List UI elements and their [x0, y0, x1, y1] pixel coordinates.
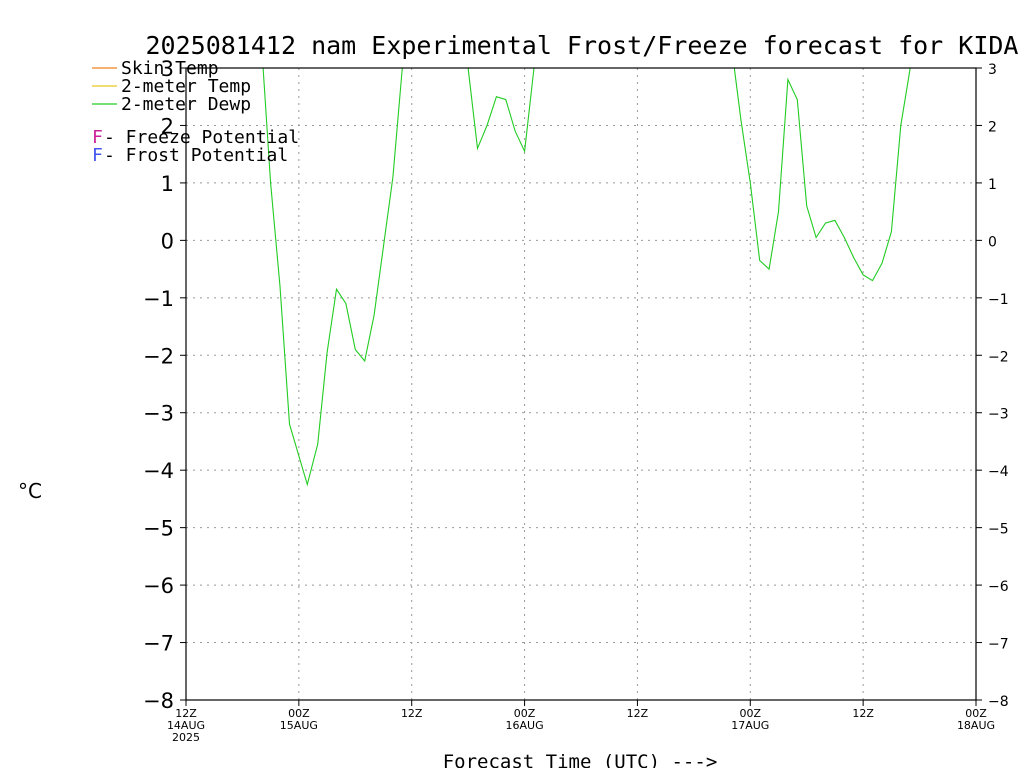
- y-tick-label-right: −7: [988, 637, 1009, 653]
- y-axis-left: 3 2 1 0 −1 −2 −3 −4 −5 −6 −7 −8: [143, 57, 186, 713]
- x-tick-label: 15AUG: [280, 719, 318, 732]
- x-tick-label: 12Z: [401, 707, 423, 720]
- series-lines: [262, 67, 911, 487]
- y-tick-label: −8: [143, 689, 174, 713]
- y-tick-label-right: −8: [988, 694, 1009, 710]
- y-tick-label: 3: [161, 57, 174, 81]
- series-line-dewpoint: [467, 67, 535, 154]
- series-line-dewpoint: [733, 67, 911, 282]
- legend-label: 2-meter Temp: [121, 76, 251, 97]
- gridlines: [186, 68, 976, 700]
- legend-potential-letter: F: [92, 145, 103, 166]
- y-tick-label: −7: [143, 632, 174, 656]
- x-tick-label: 00Z: [965, 707, 987, 720]
- legend-potential-label: - Freeze Potential: [104, 127, 299, 148]
- y-tick-label-right: 1: [988, 177, 997, 193]
- x-tick-label: 00Z: [740, 707, 762, 720]
- legend-label: 2-meter Dewp: [121, 94, 251, 115]
- series-line-dewpoint: [262, 67, 403, 487]
- y-axis-right: 3 2 1 0 −1 −2 −3 −4 −5 −6 −7 −8: [976, 62, 1009, 710]
- y-tick-label-right: −6: [988, 579, 1009, 595]
- x-tick-label: 00Z: [288, 707, 310, 720]
- legend-label: Skin Temp: [121, 58, 219, 79]
- y-tick-label: 2: [161, 114, 174, 138]
- y-tick-label-right: −2: [988, 349, 1009, 365]
- y-tick-label: 0: [161, 229, 174, 253]
- legend-potential-letter: F: [92, 127, 103, 148]
- x-tick-label: 18AUG: [957, 719, 995, 732]
- y-tick-label: −5: [143, 517, 174, 541]
- y-tick-label-right: 3: [988, 62, 997, 78]
- x-tick-label: 16AUG: [506, 719, 544, 732]
- y-tick-label-right: −5: [988, 522, 1009, 538]
- plot-frame: [185, 67, 977, 701]
- x-tick-label: 00Z: [514, 707, 536, 720]
- x-axis-label: Forecast Time (UTC) --->: [443, 751, 718, 768]
- chart-title: 2025081412 nam Experimental Frost/Freeze…: [146, 31, 1019, 60]
- y-tick-label: 1: [161, 172, 174, 196]
- legend-potential-label: - Frost Potential: [104, 145, 288, 166]
- y-axis-label: °C: [18, 479, 42, 503]
- y-tick-label: −2: [143, 344, 174, 368]
- x-tick-label: 17AUG: [731, 719, 769, 732]
- y-tick-label-right: 0: [988, 234, 997, 250]
- x-tick-label: 2025: [172, 731, 200, 744]
- y-tick-label: −1: [143, 287, 174, 311]
- y-tick-label-right: 2: [988, 119, 997, 135]
- x-tick-label: 12Z: [627, 707, 649, 720]
- y-tick-label: −4: [143, 459, 174, 483]
- y-tick-label: −6: [143, 574, 174, 598]
- x-tick-label: 14AUG: [167, 719, 205, 732]
- y-tick-label: −3: [143, 402, 174, 426]
- y-tick-label-right: −1: [988, 292, 1009, 308]
- y-tick-label-right: −4: [988, 464, 1009, 480]
- x-tick-label: 12Z: [852, 707, 874, 720]
- y-tick-label-right: −3: [988, 407, 1009, 423]
- x-tick-label: 12Z: [175, 707, 197, 720]
